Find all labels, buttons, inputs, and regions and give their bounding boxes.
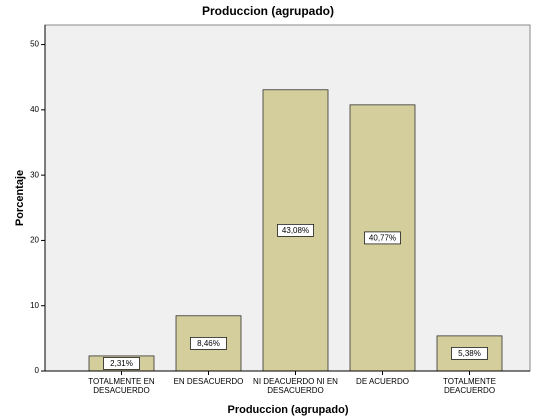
x-tick-label: TOTALMENTE EN DESACUERDO (88, 377, 155, 395)
value-label-box (103, 357, 140, 370)
y-axis-label: Porcentaje (14, 170, 26, 226)
value-label: 43,08% (282, 226, 309, 235)
value-label-box (277, 224, 314, 237)
y-tick-label: 40 (30, 105, 39, 114)
y-tick-label: 10 (30, 301, 39, 310)
x-tick-label: DE ACUERDO (356, 377, 409, 386)
y-tick-label: 0 (35, 366, 40, 375)
value-label: 40,77% (369, 234, 396, 243)
chart-title: Produccion (agrupado) (202, 4, 334, 18)
y-tick-label: 30 (30, 170, 39, 179)
value-label-box (451, 347, 488, 360)
value-label-box (364, 231, 401, 245)
value-label: 8,46% (197, 339, 220, 348)
value-label: 5,38% (458, 349, 481, 358)
x-tick-label: EN DESACUERDO (173, 377, 244, 386)
value-label-box (190, 337, 227, 350)
x-tick-label: NI DEACUERDO NI EN DESACUERDO (253, 377, 338, 395)
x-axis-label: Produccion (agrupado) (228, 404, 349, 416)
y-tick-label: 50 (30, 40, 39, 49)
value-label: 2,31% (110, 359, 133, 368)
x-tick-label: TOTALMENTE DEACUERDO (442, 377, 497, 395)
y-tick-label: 20 (30, 236, 39, 245)
